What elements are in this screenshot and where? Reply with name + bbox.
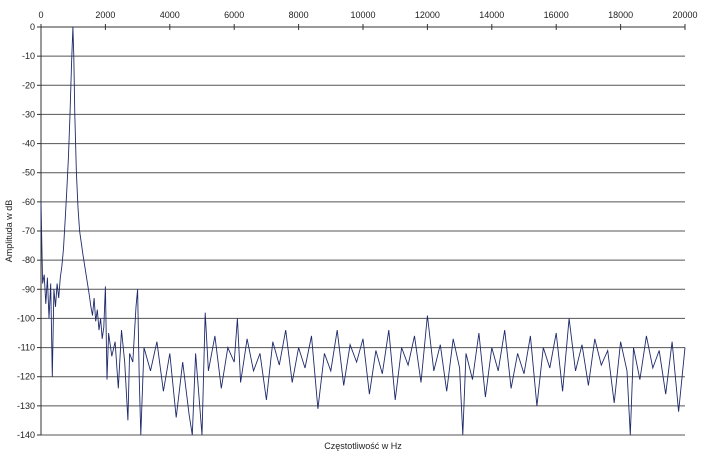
y-tick-label: -20 <box>22 80 35 90</box>
y-tick-label: -120 <box>17 372 35 382</box>
x-tick-label: 18000 <box>608 10 633 20</box>
x-tick-label: 16000 <box>544 10 569 20</box>
x-tick-labels: 0 2000 4000 6000 8000 10000 12000 14000 16000 180… <box>38 10 698 30</box>
series-line <box>40 26 686 436</box>
x-tick-label: 10000 <box>350 10 375 20</box>
y-tick-label: -110 <box>18 343 35 353</box>
y-tick-label: -40 <box>22 139 35 149</box>
x-tick-label: 12000 <box>415 10 440 20</box>
y-tick-label: -80 <box>22 255 35 265</box>
y-tick-label: -60 <box>22 197 35 207</box>
gridlines <box>41 26 685 436</box>
x-tick-label: 14000 <box>479 10 504 20</box>
y-tick-labels: 0 -10 -20 -30 -40 -50 -60 -70 -80 -90 -100 -110 -120… <box>17 22 41 440</box>
y-axis-label: Amplituda w dB <box>4 200 14 263</box>
y-tick-label: 0 <box>30 22 35 32</box>
x-tick-label: 8000 <box>289 10 309 20</box>
x-tick-label: 6000 <box>224 10 244 20</box>
y-tick-label: -70 <box>22 226 35 236</box>
x-tick-label: 2000 <box>95 10 115 20</box>
y-tick-label: -50 <box>22 168 35 178</box>
y-tick-label: -100 <box>17 313 35 323</box>
x-tick-label: 0 <box>38 10 43 20</box>
y-tick-label: -10 <box>22 51 35 61</box>
y-tick-label: -130 <box>17 401 35 411</box>
x-tick-label: 4000 <box>160 10 180 20</box>
y-tick-label: -90 <box>22 284 35 294</box>
x-axis-label: Częstotliwość w Hz <box>324 441 402 451</box>
y-tick-label: -140 <box>17 430 35 440</box>
y-tick-label: -30 <box>22 109 35 119</box>
x-tick-label: 20000 <box>672 10 697 20</box>
